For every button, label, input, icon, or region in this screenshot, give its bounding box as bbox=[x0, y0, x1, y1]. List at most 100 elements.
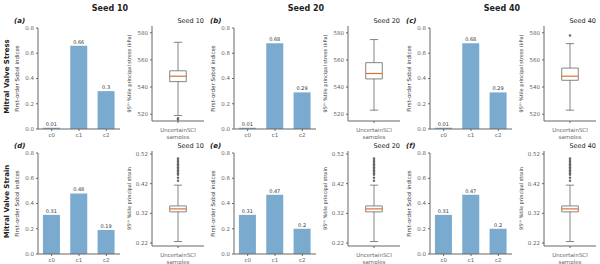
svg-text:540: 540 bbox=[334, 84, 345, 90]
svg-text:Seed 20: Seed 20 bbox=[373, 142, 400, 150]
svg-text:0.2: 0.2 bbox=[25, 101, 34, 107]
svg-text:0.42: 0.42 bbox=[136, 181, 148, 187]
svg-text:0.2: 0.2 bbox=[417, 101, 426, 107]
svg-text:UncertainSCIsamples: UncertainSCIsamples bbox=[160, 252, 196, 264]
svg-text:0.3: 0.3 bbox=[102, 84, 110, 90]
svg-text:0.0: 0.0 bbox=[25, 251, 34, 257]
svg-text:0.22: 0.22 bbox=[528, 240, 540, 246]
svg-text:(e): (e) bbox=[210, 142, 221, 150]
svg-text:0.8: 0.8 bbox=[221, 150, 230, 156]
svg-text:0.01: 0.01 bbox=[242, 121, 253, 127]
svg-text:(d): (d) bbox=[14, 142, 25, 150]
svg-text:0.47: 0.47 bbox=[269, 188, 280, 194]
svg-text:0.2: 0.2 bbox=[298, 222, 306, 228]
svg-text:520: 520 bbox=[138, 111, 149, 117]
svg-text:95ᵗʰ %tile principal stress (k: 95ᵗʰ %tile principal stress (kPa) bbox=[126, 35, 133, 113]
svg-text:0.8: 0.8 bbox=[221, 25, 230, 31]
svg-text:0.0: 0.0 bbox=[221, 126, 230, 132]
svg-text:UncertainSCIsamples: UncertainSCIsamples bbox=[356, 252, 392, 264]
svg-text:0.8: 0.8 bbox=[417, 150, 426, 156]
svg-text:0.31: 0.31 bbox=[242, 208, 253, 214]
svg-text:Seed 40: Seed 40 bbox=[484, 4, 521, 13]
svg-text:0.0: 0.0 bbox=[25, 126, 34, 132]
svg-text:0.2: 0.2 bbox=[221, 226, 230, 232]
svg-text:c0: c0 bbox=[48, 257, 55, 263]
svg-text:580: 580 bbox=[530, 30, 541, 36]
svg-text:0.2: 0.2 bbox=[25, 226, 34, 232]
svg-text:First-order Sobol indices: First-order Sobol indices bbox=[406, 170, 412, 237]
svg-text:0.42: 0.42 bbox=[528, 181, 540, 187]
svg-text:95ᵗʰ %tile principal strain: 95ᵗʰ %tile principal strain bbox=[126, 167, 133, 230]
svg-text:c0: c0 bbox=[244, 132, 251, 138]
svg-text:0.31: 0.31 bbox=[46, 208, 57, 214]
svg-text:0.4: 0.4 bbox=[221, 200, 230, 206]
svg-text:0.66: 0.66 bbox=[73, 39, 84, 45]
svg-text:(c): (c) bbox=[406, 17, 417, 25]
svg-text:0.8: 0.8 bbox=[25, 25, 34, 31]
svg-text:c1: c1 bbox=[76, 257, 83, 263]
svg-text:0.6: 0.6 bbox=[221, 175, 230, 181]
svg-text:0.0: 0.0 bbox=[417, 126, 426, 132]
svg-text:560: 560 bbox=[530, 57, 541, 63]
svg-text:(b): (b) bbox=[210, 17, 221, 25]
svg-text:UncertainSCIsamples: UncertainSCIsamples bbox=[356, 127, 392, 139]
svg-text:First-order Sobol indices: First-order Sobol indices bbox=[210, 170, 216, 237]
svg-text:Seed 40: Seed 40 bbox=[569, 142, 592, 150]
svg-text:0.31: 0.31 bbox=[438, 208, 449, 214]
svg-text:Mitral Valve Stress: Mitral Valve Stress bbox=[8, 39, 11, 114]
svg-text:c2: c2 bbox=[299, 257, 306, 263]
svg-text:0.4: 0.4 bbox=[417, 200, 426, 206]
svg-text:520: 520 bbox=[334, 111, 345, 117]
svg-text:0.68: 0.68 bbox=[269, 36, 280, 42]
svg-text:Mitral Valve Strain: Mitral Valve Strain bbox=[8, 165, 11, 239]
svg-text:0.01: 0.01 bbox=[46, 121, 57, 127]
svg-text:c0: c0 bbox=[244, 257, 251, 263]
svg-text:95ᵗʰ %tile principal stress (k: 95ᵗʰ %tile principal stress (kPa) bbox=[518, 35, 525, 113]
svg-text:Seed 10: Seed 10 bbox=[177, 142, 204, 150]
svg-text:0.48: 0.48 bbox=[73, 186, 84, 192]
svg-text:Seed 40: Seed 40 bbox=[569, 17, 592, 25]
svg-text:0.42: 0.42 bbox=[332, 181, 344, 187]
svg-text:0.32: 0.32 bbox=[136, 210, 148, 216]
svg-text:(f): (f) bbox=[406, 142, 415, 150]
svg-text:c2: c2 bbox=[299, 132, 306, 138]
svg-text:c2: c2 bbox=[495, 257, 502, 263]
svg-text:c1: c1 bbox=[468, 132, 475, 138]
svg-text:0.47: 0.47 bbox=[465, 188, 476, 194]
svg-text:UncertainSCIsamples: UncertainSCIsamples bbox=[160, 127, 196, 139]
svg-text:UncertainSCIsamples: UncertainSCIsamples bbox=[552, 252, 588, 264]
svg-text:0.8: 0.8 bbox=[25, 150, 34, 156]
svg-text:0.2: 0.2 bbox=[221, 101, 230, 107]
svg-text:580: 580 bbox=[334, 30, 345, 36]
svg-text:0.52: 0.52 bbox=[332, 151, 344, 157]
svg-text:c0: c0 bbox=[48, 132, 55, 138]
svg-text:c1: c1 bbox=[468, 257, 475, 263]
svg-text:580: 580 bbox=[138, 30, 149, 36]
svg-text:c0: c0 bbox=[440, 257, 447, 263]
svg-text:0.0: 0.0 bbox=[221, 251, 230, 257]
svg-text:95ᵗʰ %tile principal strain: 95ᵗʰ %tile principal strain bbox=[322, 167, 329, 230]
svg-text:0.8: 0.8 bbox=[417, 25, 426, 31]
svg-text:First-order Sobol indices: First-order Sobol indices bbox=[210, 45, 216, 112]
svg-text:0.22: 0.22 bbox=[136, 240, 148, 246]
svg-text:First-order Sobol indices: First-order Sobol indices bbox=[406, 45, 412, 112]
svg-text:0.2: 0.2 bbox=[417, 226, 426, 232]
svg-text:c0: c0 bbox=[440, 132, 447, 138]
svg-text:0.0: 0.0 bbox=[417, 251, 426, 257]
svg-text:0.52: 0.52 bbox=[136, 151, 148, 157]
svg-text:0.32: 0.32 bbox=[332, 210, 344, 216]
svg-text:0.4: 0.4 bbox=[221, 75, 230, 81]
svg-text:c1: c1 bbox=[272, 132, 279, 138]
svg-text:c1: c1 bbox=[272, 257, 279, 263]
svg-text:95ᵗʰ %tile principal strain: 95ᵗʰ %tile principal strain bbox=[518, 167, 525, 230]
svg-text:0.2: 0.2 bbox=[494, 222, 502, 228]
svg-text:95ᵗʰ %tile principal stress (k: 95ᵗʰ %tile principal stress (kPa) bbox=[322, 35, 329, 113]
svg-text:0.01: 0.01 bbox=[438, 121, 449, 127]
svg-text:0.68: 0.68 bbox=[465, 36, 476, 42]
svg-text:c2: c2 bbox=[103, 257, 110, 263]
svg-text:First-order Sobol indices: First-order Sobol indices bbox=[14, 170, 20, 237]
svg-text:0.6: 0.6 bbox=[417, 175, 426, 181]
svg-text:0.6: 0.6 bbox=[25, 50, 34, 56]
svg-text:c1: c1 bbox=[76, 132, 83, 138]
svg-text:Seed 20: Seed 20 bbox=[373, 17, 400, 25]
